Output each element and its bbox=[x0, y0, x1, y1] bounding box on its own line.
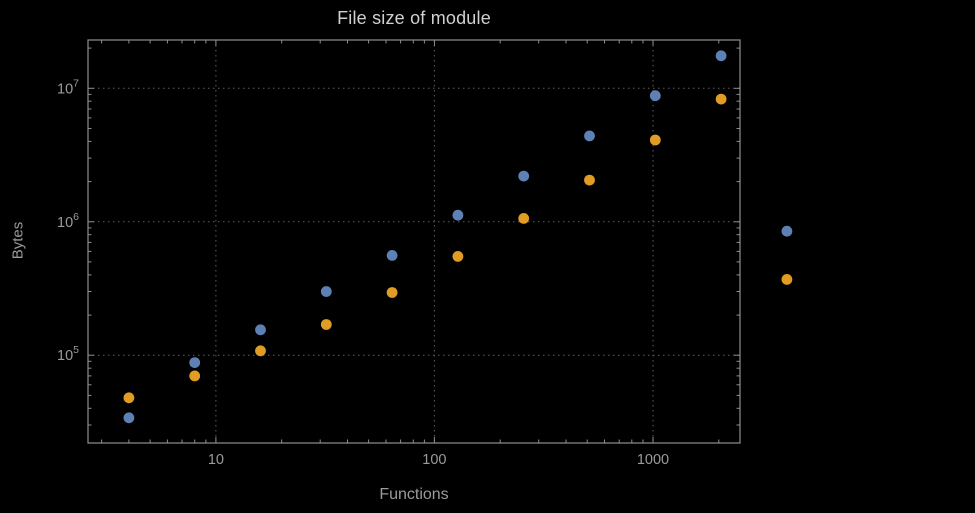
data-point-series-1-blue bbox=[584, 130, 595, 142]
data-point-series-2-orange bbox=[320, 319, 332, 330]
data-point-series-1-blue bbox=[189, 357, 201, 368]
data-point-series-2-orange bbox=[255, 345, 266, 357]
data-point-series-2-orange bbox=[452, 251, 464, 262]
data-point-series-1-blue bbox=[715, 50, 727, 62]
y-tick-label: 106 bbox=[57, 211, 79, 231]
x-tick-label: 100 bbox=[422, 452, 446, 468]
data-point-series-1-blue bbox=[452, 209, 464, 221]
y-tick-label: 105 bbox=[57, 344, 79, 364]
chart-title: File size of module bbox=[337, 8, 491, 28]
data-point-series-2-orange bbox=[584, 174, 595, 186]
data-point-series-1-blue bbox=[320, 286, 332, 297]
data-point-series-1-blue bbox=[255, 324, 266, 336]
data-point-series-2-orange bbox=[189, 370, 201, 382]
y-tick-label: 107 bbox=[57, 77, 79, 97]
x-tick-label: 10 bbox=[208, 452, 224, 468]
data-point-series-1-blue bbox=[386, 250, 398, 261]
data-point-series-1-blue bbox=[649, 90, 661, 102]
x-axis-label: Functions bbox=[379, 486, 449, 503]
data-point-series-2-orange bbox=[781, 274, 793, 285]
data-point-series-2-orange bbox=[649, 134, 661, 146]
data-point-series-1-blue bbox=[123, 412, 135, 424]
data-point-series-2-orange bbox=[715, 93, 727, 105]
x-tick-label: 1000 bbox=[637, 452, 669, 468]
data-point-series-2-orange bbox=[518, 213, 530, 224]
plot-frame bbox=[87, 39, 741, 444]
data-point-series-1-blue bbox=[518, 170, 530, 182]
data-point-series-2-orange bbox=[386, 287, 398, 298]
data-point-series-2-orange bbox=[123, 392, 135, 404]
data-point-series-1-blue bbox=[781, 225, 793, 237]
